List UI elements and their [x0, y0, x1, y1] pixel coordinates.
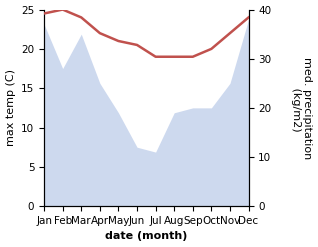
Y-axis label: max temp (C): max temp (C)	[5, 69, 16, 146]
X-axis label: date (month): date (month)	[105, 231, 188, 242]
Y-axis label: med. precipitation
 (kg/m2): med. precipitation (kg/m2)	[291, 57, 313, 159]
